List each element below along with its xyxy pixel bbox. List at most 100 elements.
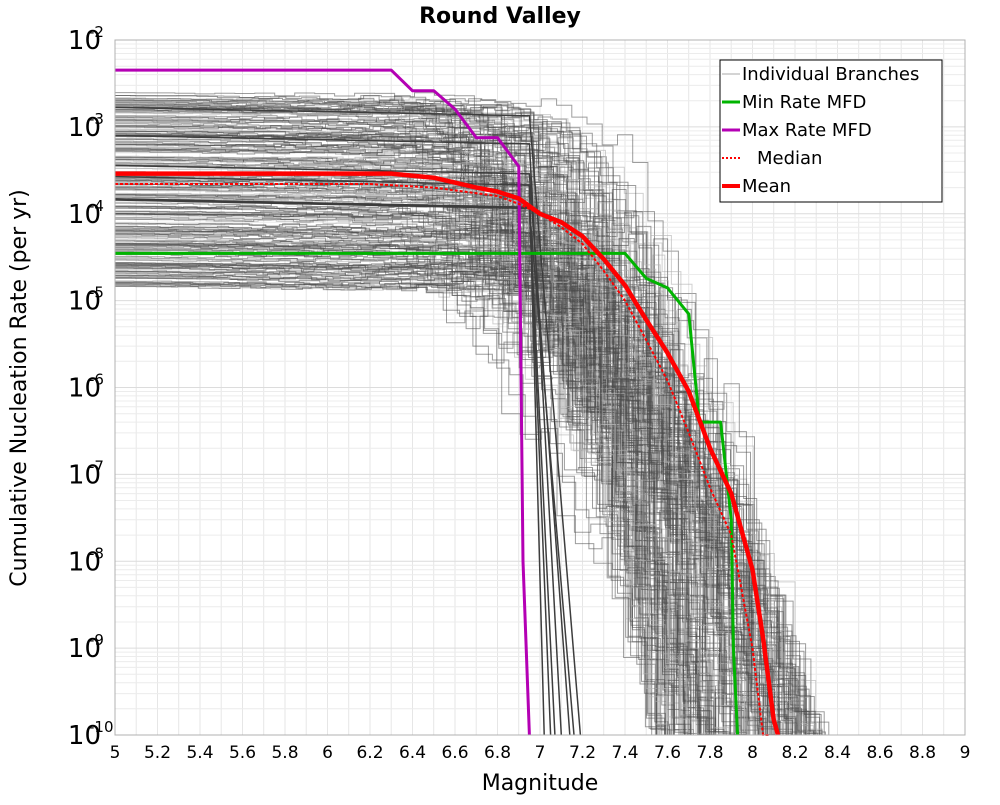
legend-label: Individual Branches [742, 64, 919, 85]
x-tick-label: 7.6 [654, 743, 681, 763]
x-tick-label: 9 [960, 743, 971, 763]
plot-border [114, 39, 966, 736]
branch-line [115, 229, 781, 735]
y-tick-exponent: -2 [89, 23, 104, 41]
y-tick-label: 10-7 [68, 457, 104, 490]
legend-label: Mean [742, 176, 791, 197]
branch-line [114, 175, 545, 736]
y-tick-label: 10-2 [68, 23, 104, 56]
legend-item: Median [722, 148, 822, 169]
branch-line [115, 265, 801, 735]
branch-line [115, 249, 748, 735]
branch-line [115, 262, 816, 735]
legend-item: Max Rate MFD [722, 120, 872, 141]
branch-line [114, 164, 571, 736]
branch-line [115, 281, 738, 735]
branch-line [115, 277, 657, 735]
y-tick-label: 10-6 [68, 371, 104, 404]
x-axis-label: Magnitude [482, 771, 599, 796]
x-tick-label: 7.2 [569, 743, 596, 763]
branch-line [115, 275, 692, 735]
branch-line [115, 272, 748, 735]
branch-line [115, 244, 747, 735]
x-tick-label: 5 [110, 743, 121, 763]
y-tick-base: 10 [68, 634, 101, 664]
branch-line [115, 257, 742, 735]
y-tick-exponent: -6 [89, 371, 104, 389]
y-tick-label: 10-9 [68, 631, 104, 664]
y-tick-exponent: -8 [89, 544, 104, 562]
branch-line [115, 163, 801, 735]
y-tick-exponent: -5 [89, 284, 104, 302]
branch-line [115, 156, 663, 735]
branch-line [115, 231, 697, 735]
branch-line [115, 240, 687, 735]
x-tick-label: 6 [322, 743, 333, 763]
x-tick-label: 7.4 [611, 743, 638, 763]
y-tick-exponent: -7 [89, 457, 104, 475]
x-tick-label: 6.2 [356, 743, 383, 763]
branch-line [115, 97, 801, 735]
y-tick-exponent: -3 [89, 110, 104, 128]
y-tick-label: 10-4 [68, 197, 104, 230]
x-tick-label: 5.4 [186, 743, 213, 763]
y-tick-label: 10-3 [68, 110, 104, 143]
branch-line [115, 122, 784, 735]
y-tick-base: 10 [68, 113, 101, 143]
branch-line [115, 121, 757, 735]
branch-line [115, 213, 688, 735]
branch-line [115, 129, 705, 735]
branch-line [115, 282, 799, 735]
branch-line [115, 237, 669, 735]
x-tick-label: 6.6 [441, 743, 468, 763]
series-mean [115, 171, 781, 736]
legend-item: Mean [722, 176, 791, 197]
branch-line [115, 194, 701, 735]
x-tick-labels: 5 5.2 5.4 5.6 5.8 6 6.2 6.4 6.6 6.8 7 7.2 7.4 7.6 7.8 8… [110, 743, 971, 763]
y-tick-exponent: -9 [89, 631, 104, 649]
x-tick-label: 5.2 [144, 743, 171, 763]
branch-line [115, 155, 668, 735]
branch-line [115, 125, 793, 735]
y-tick-base: 10 [68, 287, 101, 317]
branch-line [115, 134, 763, 735]
y-axis-label: Cumulative Nucleation Rate (per yr) [7, 189, 32, 587]
x-tick-label: 8 [747, 743, 758, 763]
x-tick-label: 6.4 [399, 743, 426, 763]
x-tick-label: 8.6 [866, 743, 893, 763]
branch-line [115, 164, 806, 735]
series-max-rate-mfd [115, 68, 531, 736]
y-tick-base: 10 [68, 460, 101, 490]
y-tick-base: 10 [68, 547, 101, 577]
legend-item: Min Rate MFD [722, 92, 866, 113]
series-median [115, 183, 770, 736]
x-tick-label: 5.8 [271, 743, 298, 763]
branch-line [115, 180, 798, 735]
y-tick-exponent: -4 [89, 197, 104, 215]
y-tick-labels: 10-210-310-410-510-610-710-810-910-10 [68, 23, 114, 751]
y-tick-label: 10-5 [68, 284, 104, 317]
legend-label: Max Rate MFD [742, 120, 872, 141]
x-tick-label: 8.8 [909, 743, 936, 763]
branch-line [115, 192, 711, 735]
y-tick-label: 10-10 [68, 718, 114, 751]
x-tick-label: 7.8 [696, 743, 723, 763]
x-tick-label: 6.8 [484, 743, 511, 763]
x-tick-label: 8.2 [781, 743, 808, 763]
y-tick-exponent: -10 [89, 718, 114, 736]
branch-line [115, 218, 823, 735]
legend-label: Median [757, 148, 822, 169]
y-tick-base: 10 [68, 200, 101, 230]
y-tick-base: 10 [68, 721, 101, 751]
legend-item: Individual Branches [722, 64, 919, 85]
branch-line [115, 147, 700, 735]
branch-line [115, 143, 810, 735]
series-lines [115, 68, 781, 736]
branch-line [115, 128, 750, 735]
x-tick-label: 7 [535, 743, 546, 763]
legend: Individual Branches Min Rate MFD Max Rate … [719, 59, 943, 203]
x-tick-label: 5.6 [229, 743, 256, 763]
y-tick-base: 10 [68, 26, 101, 56]
branch-line [114, 106, 582, 736]
